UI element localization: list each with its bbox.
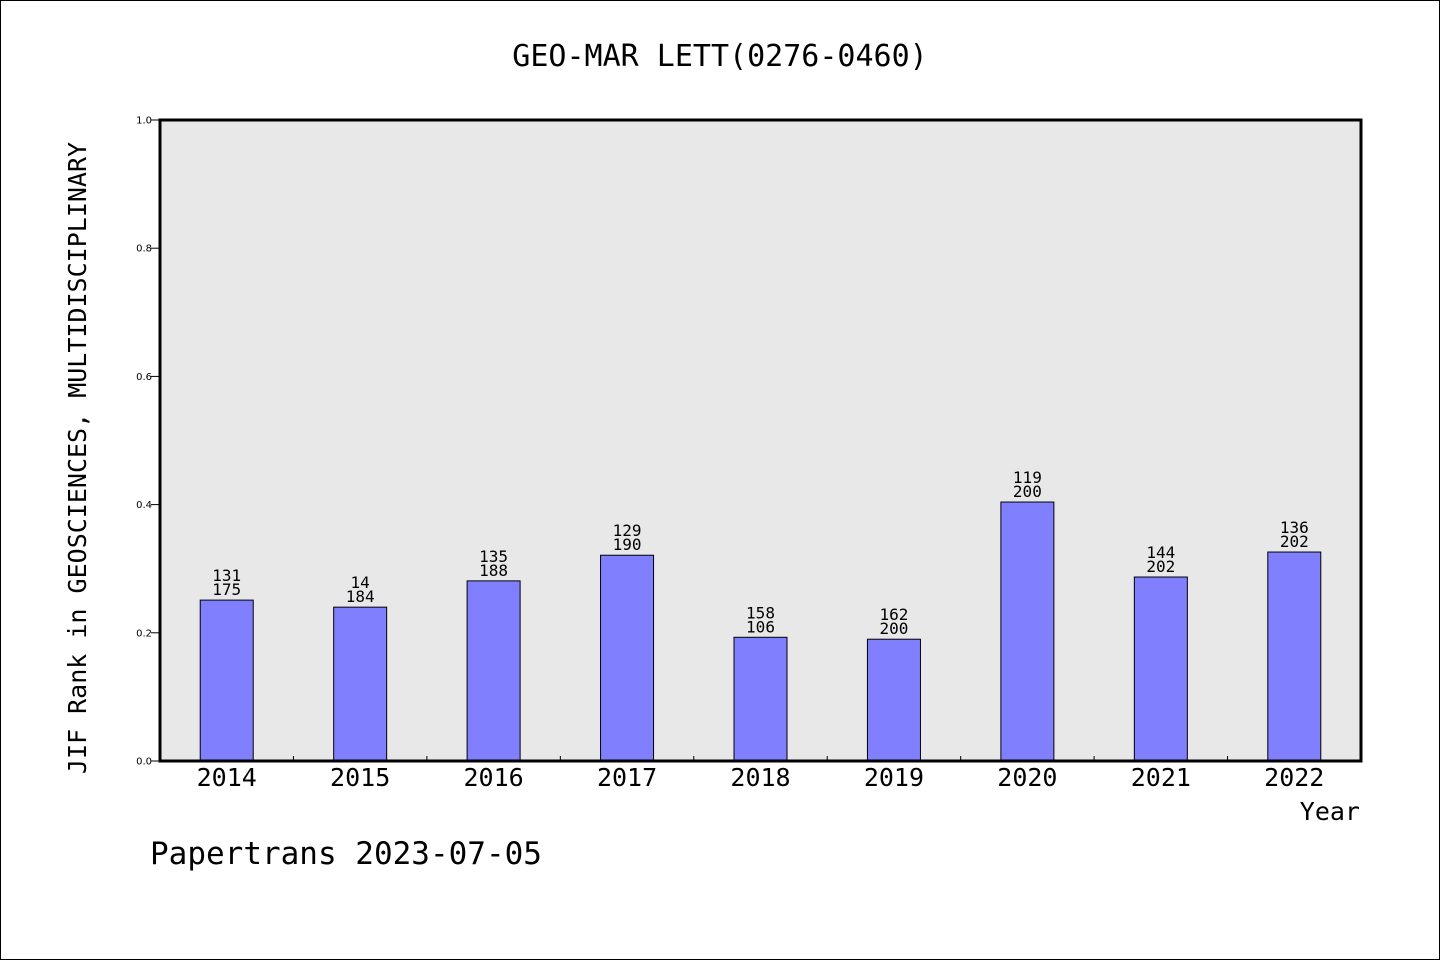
bar-2019 — [866, 638, 921, 762]
bar-label-rank: 129 — [613, 521, 642, 540]
bar-label-total: 200 — [879, 619, 908, 638]
bar-2022 — [1267, 551, 1322, 762]
y-tick-label: 0.6 — [136, 372, 152, 383]
bar-label-total: 190 — [613, 535, 642, 554]
bar-2017 — [600, 554, 655, 762]
bar-label-rank: 119 — [1013, 468, 1042, 487]
bar-label-rank: 158 — [746, 603, 775, 622]
bar-label-total: 200 — [1013, 482, 1042, 501]
x-tick-label: 2015 — [330, 763, 390, 792]
bar-2015 — [333, 606, 388, 762]
x-tick-label: 2019 — [864, 763, 924, 792]
plot-border — [158, 118, 1363, 763]
bar-label-rank: 131 — [212, 566, 241, 585]
x-tick-label: 2016 — [464, 763, 524, 792]
bar-2014 — [199, 599, 254, 762]
y-tick-label: 0.0 — [136, 757, 152, 768]
bar-label-rank: 14 — [351, 573, 370, 592]
x-tick-label: 2017 — [597, 763, 657, 792]
ticks-layer: 0.0 0.2 0.4 0.6 0.8 1.0 2014 2015 2016 2017 2018 20… — [136, 116, 1324, 793]
bar-label-rank: 136 — [1280, 518, 1309, 537]
y-tick-label: 0.4 — [136, 500, 152, 511]
bar-label-rank: 135 — [479, 547, 508, 566]
footer-watermark: Papertrans 2023-07-05 — [150, 836, 542, 872]
bar-label-total: 202 — [1280, 532, 1309, 551]
bar-label-total: 106 — [746, 617, 775, 636]
bar-label-total: 175 — [212, 580, 241, 599]
x-tick-label: 2014 — [197, 763, 257, 792]
y-tick-label: 1.0 — [136, 116, 152, 127]
x-tick-label: 2021 — [1131, 763, 1191, 792]
chart-title: GEO-MAR LETT(0276-0460) — [512, 39, 927, 74]
x-axis-label: Year — [1300, 797, 1360, 826]
bar-label-total: 184 — [346, 587, 375, 606]
bar-label-total: 188 — [479, 561, 508, 580]
bar-2021 — [1133, 576, 1188, 762]
y-tick-label: 0.8 — [136, 244, 152, 255]
bar-label-total: 202 — [1146, 557, 1175, 576]
y-tick-label: 0.2 — [136, 628, 152, 639]
bar-2020 — [1000, 501, 1055, 762]
y-axis-label: JIF Rank in GEOSCIENCES, MULTIDISCIPLINA… — [63, 142, 92, 774]
x-tick-label: 2022 — [1264, 763, 1324, 792]
bar-2016 — [466, 580, 521, 762]
x-tick-label: 2020 — [997, 763, 1057, 792]
bar-2018 — [733, 636, 788, 762]
bar-label-rank: 144 — [1146, 543, 1175, 562]
bar-label-rank: 162 — [879, 605, 908, 624]
x-tick-label: 2018 — [730, 763, 790, 792]
